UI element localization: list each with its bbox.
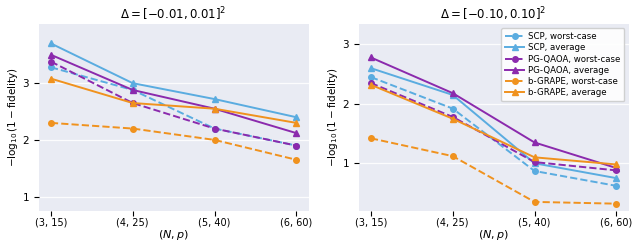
X-axis label: $(N, p)$: $(N, p)$	[158, 228, 189, 243]
X-axis label: $(N, p)$: $(N, p)$	[478, 228, 509, 243]
Title: $\Delta = [-0.10, 0.10]^2$: $\Delta = [-0.10, 0.10]^2$	[440, 5, 547, 23]
Legend: SCP, worst-case, SCP, average, PG-QAOA, worst-case, PG-QAOA, average, b-GRAPE, w: SCP, worst-case, SCP, average, PG-QAOA, …	[501, 28, 624, 101]
Title: $\Delta = [-0.01, 0.01]^2$: $\Delta = [-0.01, 0.01]^2$	[120, 5, 227, 23]
Y-axis label: $- \log_{10}(1 - \mathrm{fidelity})$: $- \log_{10}(1 - \mathrm{fidelity})$	[326, 67, 340, 167]
Y-axis label: $- \log_{10}(1 - \mathrm{fidelity})$: $- \log_{10}(1 - \mathrm{fidelity})$	[6, 67, 20, 167]
